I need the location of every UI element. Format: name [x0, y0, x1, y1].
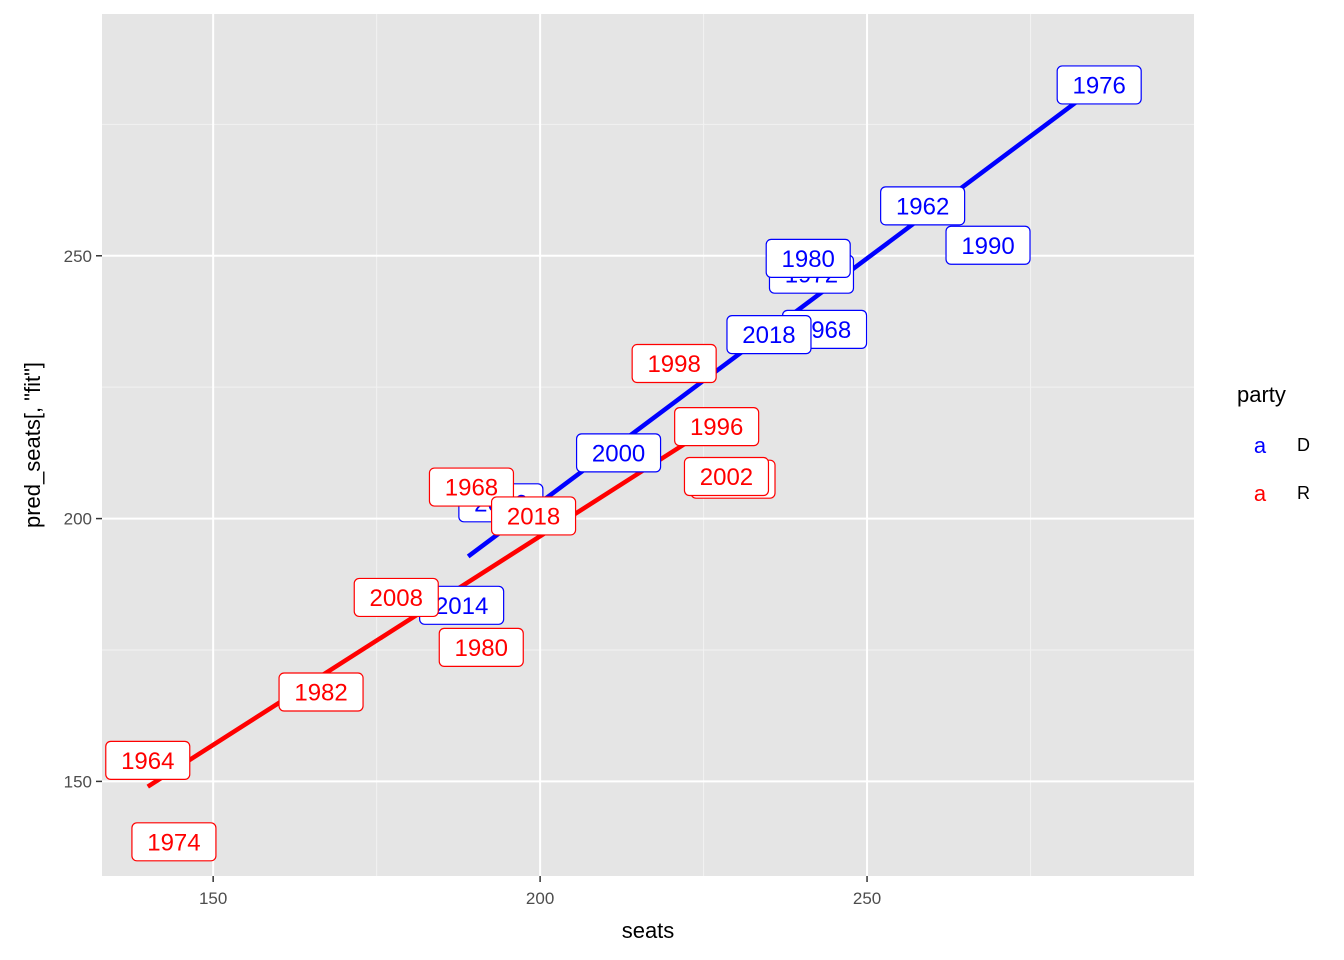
- point-label-box: [945, 225, 1031, 265]
- legend-title: party: [1237, 382, 1286, 407]
- point-label-box: [726, 315, 812, 355]
- point-label-text: 1980: [455, 635, 508, 662]
- point-label-text: 1980: [782, 246, 835, 273]
- point-label-text: 1968: [445, 475, 498, 502]
- legend-key-D: a: [1254, 433, 1267, 458]
- legend-label-D: D: [1297, 435, 1310, 455]
- point-label-box: [674, 407, 760, 447]
- x-tick-label: 250: [853, 889, 881, 908]
- point-labels: 1976196219901972198019682018200020062014…: [105, 65, 1142, 862]
- point-label-R: 2002: [683, 456, 770, 497]
- point-label-R: 1964: [105, 740, 191, 780]
- point-label-R: 1998: [631, 343, 717, 384]
- point-label-R: 1996: [674, 407, 760, 447]
- point-label-box: [880, 186, 966, 226]
- point-label-box: [105, 740, 191, 780]
- point-label-box: [428, 467, 515, 507]
- point-label-box: [353, 577, 439, 618]
- x-axis-title: seats: [622, 918, 675, 943]
- x-axis: 150 200 250: [199, 876, 881, 908]
- point-label-text: 1974: [147, 829, 200, 856]
- point-label-text: 2008: [370, 585, 423, 612]
- point-label-box: [575, 433, 662, 473]
- point-label-D: 1980: [765, 238, 851, 279]
- point-label-box: [1056, 65, 1142, 105]
- point-label-D: 1990: [945, 225, 1031, 265]
- point-label-box: [631, 343, 717, 384]
- point-label-R: 1982: [278, 672, 364, 712]
- point-label-D: 1962: [880, 186, 966, 226]
- point-label-D: 2018: [726, 315, 812, 355]
- point-label-text: 2002: [700, 464, 753, 491]
- y-tick-label: 150: [64, 772, 92, 791]
- point-label-text: 2014: [435, 593, 488, 620]
- point-label-box: [438, 627, 524, 667]
- x-tick-label: 200: [526, 889, 554, 908]
- legend: party a Da R: [1237, 382, 1310, 506]
- y-axis-title: pred_seats[, "fit"]: [20, 362, 45, 528]
- point-label-box: [765, 238, 851, 279]
- point-label-R: 1980: [438, 627, 524, 667]
- point-label-text: 1998: [647, 351, 700, 378]
- point-label-R: 1968: [428, 467, 515, 507]
- point-label-R: 1974: [131, 822, 217, 862]
- y-tick-label: 250: [64, 247, 92, 266]
- point-label-text: 2000: [592, 440, 645, 467]
- point-label-text: 1990: [961, 233, 1014, 260]
- point-label-D: 2014: [419, 585, 505, 625]
- point-label-box: [131, 822, 217, 862]
- point-label-R: 2018: [490, 496, 577, 536]
- point-label-text: 1964: [121, 748, 174, 775]
- y-tick-label: 200: [64, 510, 92, 529]
- legend-entries: a Da R: [1254, 433, 1310, 506]
- point-label-box: [278, 672, 364, 712]
- point-label-D: 2000: [575, 433, 662, 473]
- point-label-R: 2008: [353, 577, 439, 618]
- legend-label-R: R: [1297, 483, 1310, 503]
- point-label-text: 2018: [507, 503, 560, 530]
- y-axis: 150 200 250: [64, 247, 102, 791]
- point-label-text: 1962: [896, 193, 949, 220]
- point-label-text: 1982: [294, 680, 347, 707]
- point-label-box: [683, 456, 770, 497]
- point-label-box: [490, 496, 577, 536]
- point-label-text: 2018: [742, 322, 795, 349]
- point-label-text: 1996: [690, 414, 743, 441]
- x-tick-label: 150: [199, 889, 227, 908]
- point-label-D: 1976: [1056, 65, 1142, 105]
- point-label-text: 1976: [1072, 72, 1125, 99]
- legend-key-R: a: [1254, 481, 1267, 506]
